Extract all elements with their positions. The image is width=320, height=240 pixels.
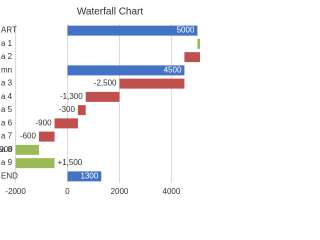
value-label: -300 bbox=[59, 105, 76, 114]
bar bbox=[15, 158, 55, 169]
category-label: a 3 bbox=[1, 79, 13, 88]
category-label: a 4 bbox=[1, 92, 13, 101]
category-label: a 9 bbox=[1, 158, 13, 167]
bar bbox=[15, 144, 39, 155]
bar bbox=[54, 118, 78, 129]
value-label: -1,300 bbox=[60, 92, 83, 101]
bar bbox=[67, 65, 185, 76]
category-label: a 6 bbox=[1, 118, 13, 127]
bar bbox=[77, 105, 86, 116]
chart: Waterfall Chart -2000 0 2000 4000 ART 5000 a 1… bbox=[0, 7, 200, 196]
x-tick-label: -2000 bbox=[5, 187, 26, 196]
x-tick-label: 4000 bbox=[163, 187, 181, 196]
bar bbox=[197, 38, 200, 49]
chart-title: Waterfall Chart bbox=[77, 7, 144, 18]
category-label: a 5 bbox=[1, 105, 13, 114]
bar bbox=[184, 52, 200, 63]
value-label: 4500 bbox=[164, 65, 182, 74]
bar bbox=[67, 171, 102, 182]
value-label: +1,500 bbox=[58, 158, 83, 167]
category-label: a 8 bbox=[1, 145, 13, 154]
x-tick-label: 0 bbox=[65, 187, 70, 196]
category-label: mn bbox=[1, 65, 12, 74]
value-label: -600 bbox=[20, 132, 37, 141]
value-label: -2,500 bbox=[94, 79, 117, 88]
category-label: ART bbox=[1, 26, 17, 35]
bar bbox=[38, 131, 55, 142]
value-label: -900 bbox=[0, 145, 13, 154]
category-label: a 2 bbox=[1, 52, 13, 61]
bar bbox=[119, 78, 185, 89]
value-label: 5000 bbox=[177, 26, 195, 35]
bar bbox=[85, 91, 120, 102]
value-label: -900 bbox=[36, 118, 53, 127]
category-label: END bbox=[1, 171, 18, 180]
value-label: 1300 bbox=[81, 171, 99, 180]
x-tick-label: 2000 bbox=[111, 187, 129, 196]
category-label: a 7 bbox=[1, 132, 13, 141]
category-label: a 1 bbox=[1, 39, 13, 48]
bar bbox=[67, 25, 198, 36]
